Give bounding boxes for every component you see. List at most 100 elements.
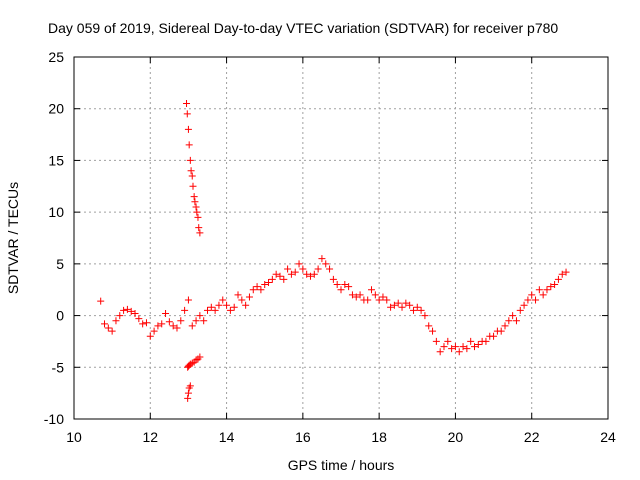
grid — [74, 57, 608, 419]
y-tick-label: 5 — [56, 256, 64, 272]
data-point — [471, 343, 478, 351]
data-point — [97, 297, 105, 305]
data-point — [219, 296, 227, 304]
data-point — [184, 389, 192, 397]
data-point — [261, 281, 269, 289]
data-point — [467, 337, 475, 345]
data-point — [249, 286, 257, 294]
data-point — [326, 265, 334, 273]
data-point — [196, 353, 204, 361]
data-point — [123, 305, 131, 313]
data-point — [314, 265, 322, 273]
data-point — [127, 307, 135, 315]
data-point — [528, 291, 536, 299]
x-axis: 10 12 14 16 18 20 22 24 — [66, 57, 616, 445]
x-tick-label: 16 — [295, 429, 311, 445]
y-axis: -10 -5 0 5 10 15 20 25 — [44, 49, 608, 427]
data-point — [474, 341, 482, 349]
data-point — [188, 172, 196, 180]
data-point — [318, 255, 326, 263]
data-point — [341, 281, 349, 289]
data-point — [497, 327, 505, 335]
data-point — [451, 343, 459, 351]
data-point — [280, 275, 288, 283]
data-point — [223, 301, 231, 309]
data-point — [436, 348, 444, 356]
plot-frame — [73, 56, 609, 420]
data-point — [562, 268, 570, 276]
data-point — [158, 320, 166, 328]
data-point — [375, 296, 383, 304]
data-point — [104, 324, 112, 332]
data-point — [142, 319, 150, 327]
data-point — [516, 306, 524, 314]
data-points — [97, 100, 570, 402]
data-point — [184, 394, 192, 402]
data-point — [276, 272, 284, 280]
data-point — [440, 343, 448, 351]
x-tick-label: 22 — [524, 429, 540, 445]
data-point — [490, 332, 498, 340]
data-point — [192, 317, 200, 325]
data-point — [459, 343, 467, 351]
data-point — [532, 296, 540, 304]
y-tick-label: 15 — [48, 152, 64, 168]
series-3 — [184, 353, 204, 402]
data-point — [108, 327, 116, 335]
data-point — [455, 348, 463, 356]
data-point — [371, 291, 379, 299]
data-point — [463, 345, 471, 353]
data-point — [265, 278, 273, 286]
data-point — [226, 306, 234, 314]
data-point — [287, 270, 295, 278]
data-point — [192, 203, 200, 211]
data-point — [184, 296, 192, 304]
data-point — [303, 270, 311, 278]
data-point — [543, 286, 551, 294]
x-axis-label: GPS time / hours — [288, 457, 395, 473]
data-point — [390, 301, 398, 309]
data-point — [539, 291, 547, 299]
x-tick-label: 24 — [600, 429, 616, 445]
data-point — [551, 281, 559, 289]
data-point — [368, 286, 376, 294]
data-point — [215, 301, 223, 309]
data-point — [413, 303, 421, 311]
data-point — [162, 310, 170, 318]
data-point — [112, 317, 120, 325]
data-point — [520, 301, 528, 309]
data-point — [406, 301, 414, 309]
data-point — [139, 320, 147, 328]
data-point — [409, 306, 417, 314]
data-point — [425, 322, 433, 330]
data-point — [230, 303, 238, 311]
y-axis-label: SDTVAR / TECUs — [5, 182, 21, 294]
data-point — [194, 213, 202, 221]
data-point — [268, 275, 276, 283]
data-point — [184, 125, 192, 133]
data-point — [187, 167, 195, 175]
data-point — [257, 286, 265, 294]
data-point — [101, 320, 109, 328]
data-point — [245, 293, 253, 301]
data-point — [524, 296, 532, 304]
data-point — [154, 322, 162, 330]
data-point — [196, 229, 204, 237]
y-tick-label: 0 — [56, 308, 64, 324]
x-tick-label: 18 — [371, 429, 387, 445]
data-point — [189, 182, 197, 190]
x-tick-label: 14 — [219, 429, 235, 445]
data-point — [345, 283, 353, 291]
data-point — [310, 270, 318, 278]
data-point — [417, 306, 425, 314]
y-tick-label: -5 — [52, 359, 65, 375]
x-tick-label: 20 — [448, 429, 464, 445]
data-point — [387, 303, 395, 311]
data-point — [535, 286, 543, 294]
data-point — [195, 224, 203, 232]
data-point — [242, 301, 250, 309]
data-point — [165, 318, 173, 326]
data-point — [196, 312, 204, 320]
data-point — [554, 275, 562, 283]
data-point — [322, 260, 330, 268]
